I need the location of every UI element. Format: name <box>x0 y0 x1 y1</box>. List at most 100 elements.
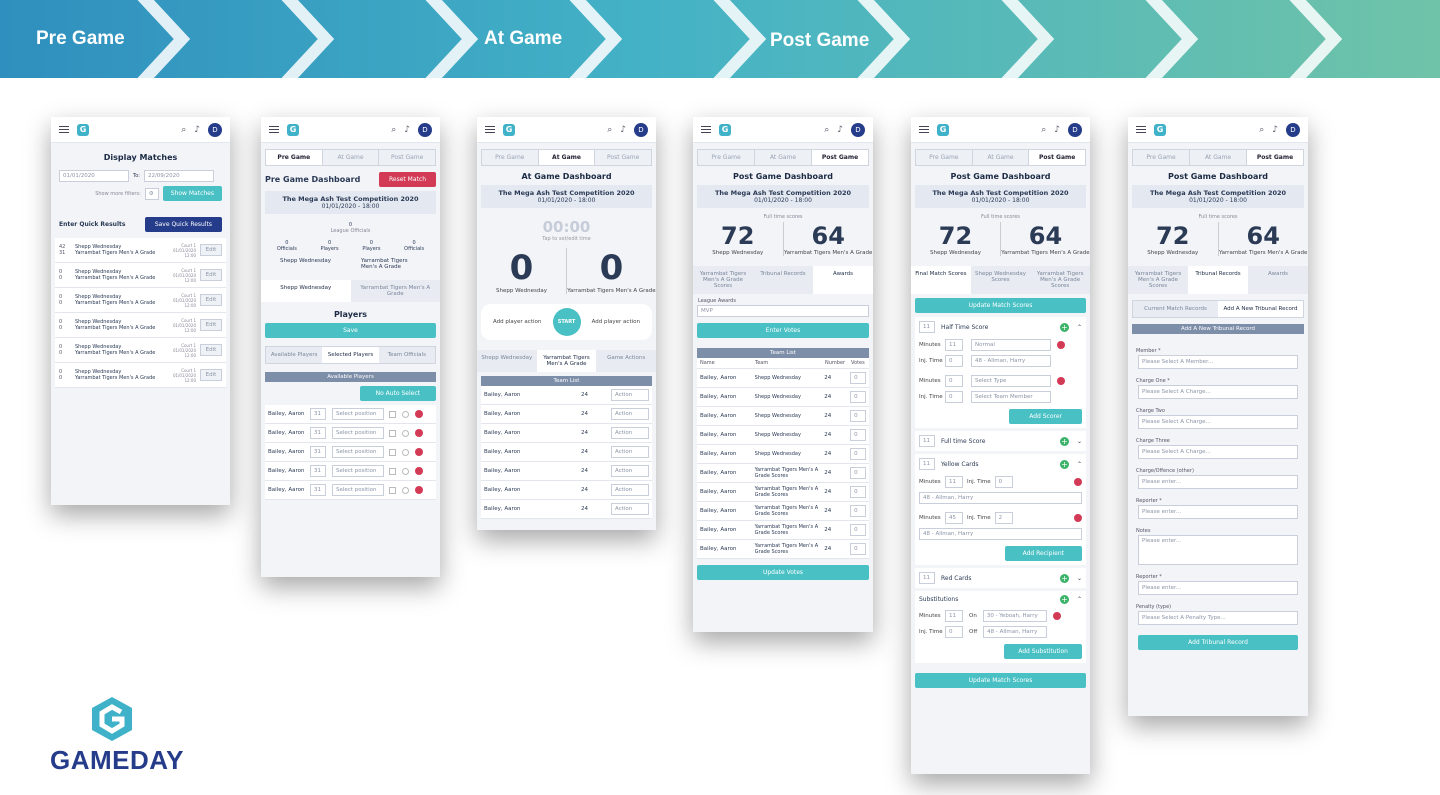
add-yellow-card-icon[interactable]: + <box>1059 459 1069 469</box>
radio[interactable] <box>402 486 409 494</box>
add-half-time-icon[interactable]: + <box>1059 322 1069 332</box>
player-number-input[interactable]: 31 <box>310 408 326 420</box>
search-icon[interactable]: ⌕ <box>1259 124 1265 135</box>
tab-tribunal-records[interactable]: Tribunal Records <box>760 271 806 277</box>
tab-pre-game[interactable]: Pre Game <box>698 150 755 165</box>
tab-team-b-scores[interactable]: Yarrambat Tigers Men's A Grade Scores <box>1134 271 1182 289</box>
tab-current-match-records[interactable]: Current Match Records <box>1144 306 1207 312</box>
avatar[interactable]: D <box>634 122 648 137</box>
add-full-time-icon[interactable]: + <box>1059 436 1069 446</box>
edit-button[interactable]: Edit <box>200 269 222 281</box>
remove-player-icon[interactable] <box>415 467 423 475</box>
votes-input[interactable]: 0 <box>850 448 867 460</box>
tab-post-game[interactable]: Post Game <box>379 150 436 165</box>
add-player-action-b[interactable]: Add player action <box>591 319 640 325</box>
update-votes-button[interactable]: Update Votes <box>697 565 869 580</box>
penalty-select[interactable]: Please Select A Penalty Type... <box>1138 611 1298 625</box>
tab-at-game[interactable]: At Game <box>322 150 380 165</box>
save-quick-results-button[interactable]: Save Quick Results <box>144 217 222 232</box>
edit-button[interactable]: Edit <box>200 344 222 356</box>
add-substitution-icon[interactable]: + <box>1059 595 1069 604</box>
remove-icon[interactable] <box>1074 514 1082 522</box>
radio[interactable] <box>402 429 409 437</box>
add-red-card-icon[interactable]: + <box>1059 573 1069 583</box>
tab-available-players[interactable]: Available Players <box>270 352 318 358</box>
menu-icon[interactable] <box>485 126 495 133</box>
tab-add-tribunal-record[interactable]: Add A New Tribunal Record <box>1218 301 1303 317</box>
votes-input[interactable]: 0 <box>850 391 867 403</box>
add-player-action-a[interactable]: Add player action <box>493 319 542 325</box>
position-select[interactable]: Select position <box>332 408 384 420</box>
votes-input[interactable]: 0 <box>850 505 867 517</box>
tab-final-match-scores[interactable]: Final Match Scores <box>911 266 971 294</box>
tab-at-game[interactable]: At Game <box>538 150 596 165</box>
avatar[interactable]: D <box>208 122 222 137</box>
tab-tribunal-records[interactable]: Tribunal Records <box>1188 266 1248 294</box>
position-select[interactable]: Select position <box>332 465 384 477</box>
radio[interactable] <box>402 467 409 475</box>
tab-team-b-scores[interactable]: Yarrambat Tigers Men's A Grade Scores <box>1036 271 1084 289</box>
search-icon[interactable]: ⌕ <box>391 124 397 135</box>
tab-pre-game[interactable]: Pre Game <box>1133 150 1190 165</box>
remove-icon[interactable] <box>1057 377 1065 385</box>
tab-team-a-scores[interactable]: Shepp Wednesday Scores <box>975 271 1026 283</box>
bell-icon[interactable]: ♪ <box>620 124 626 135</box>
bell-icon[interactable]: ♪ <box>194 124 200 135</box>
edit-button[interactable]: Edit <box>200 369 222 381</box>
update-match-scores-top[interactable]: Update Match Scores <box>915 298 1086 313</box>
edit-button[interactable]: Edit <box>200 294 222 306</box>
add-tribunal-record-button[interactable]: Add Tribunal Record <box>1138 635 1298 650</box>
tab-team-a[interactable]: Shepp Wednesday <box>261 280 351 302</box>
charge-other-input[interactable]: Please enter... <box>1138 475 1298 489</box>
player-number-input[interactable]: 31 <box>310 446 326 458</box>
votes-input[interactable]: 0 <box>850 524 867 536</box>
filter-icon[interactable]: ⚙ <box>144 187 159 200</box>
start-timer-button[interactable]: START <box>552 308 581 336</box>
reporter-input[interactable]: Please enter... <box>1138 505 1298 519</box>
tab-awards[interactable]: Awards <box>1268 271 1288 277</box>
position-select[interactable]: Select position <box>332 427 384 439</box>
tab-pre-game[interactable]: Pre Game <box>482 150 539 165</box>
tab-post-game[interactable]: Post Game <box>812 150 868 165</box>
tab-team-a[interactable]: Shepp Wednesday <box>481 355 533 361</box>
radio[interactable] <box>402 448 409 456</box>
tab-game-actions[interactable]: Game Actions <box>607 355 646 361</box>
action-select[interactable]: Action <box>611 427 649 439</box>
action-select[interactable]: Action <box>611 503 649 515</box>
votes-input[interactable]: 0 <box>850 543 867 555</box>
tab-awards[interactable]: Awards <box>813 266 873 294</box>
tab-team-b-scores[interactable]: Yarrambat Tigers Men's A Grade Scores <box>699 271 747 289</box>
tab-post-game[interactable]: Post Game <box>595 150 652 165</box>
player-number-input[interactable]: 31 <box>310 484 326 496</box>
member-select[interactable]: Please Select A Member... <box>1138 355 1298 369</box>
checkbox[interactable] <box>389 467 396 475</box>
tab-pre-game[interactable]: Pre Game <box>916 150 973 165</box>
menu-icon[interactable] <box>59 126 69 133</box>
search-icon[interactable]: ⌕ <box>1041 124 1047 135</box>
remove-player-icon[interactable] <box>415 410 423 418</box>
edit-button[interactable]: Edit <box>200 319 222 331</box>
from-date-input[interactable]: 01/01/2020 <box>59 170 129 182</box>
votes-input[interactable]: 0 <box>850 410 867 422</box>
tab-at-game[interactable]: At Game <box>1190 150 1247 165</box>
update-match-scores-bottom[interactable]: Update Match Scores <box>915 673 1086 688</box>
votes-input[interactable]: 0 <box>850 429 867 441</box>
player-number-input[interactable]: 31 <box>310 427 326 439</box>
add-recipient-button[interactable]: Add Recipient <box>1004 546 1082 561</box>
search-icon[interactable]: ⌕ <box>607 124 613 135</box>
remove-icon[interactable] <box>1074 478 1082 486</box>
votes-input[interactable]: 0 <box>850 467 867 479</box>
remove-icon[interactable] <box>1057 341 1065 349</box>
to-date-input[interactable]: 22/09/2020 <box>143 170 214 182</box>
checkbox[interactable] <box>389 429 396 437</box>
votes-input[interactable]: 0 <box>850 372 867 384</box>
remove-player-icon[interactable] <box>415 448 423 456</box>
save-button[interactable]: Save <box>265 323 436 338</box>
avatar[interactable]: D <box>418 122 432 137</box>
action-select[interactable]: Action <box>611 465 649 477</box>
charge-three-select[interactable]: Please Select A Charge... <box>1138 445 1298 459</box>
bell-icon[interactable]: ♪ <box>1272 124 1278 135</box>
avatar[interactable]: D <box>1286 122 1300 137</box>
avatar[interactable]: D <box>851 122 865 137</box>
position-select[interactable]: Select position <box>332 484 384 496</box>
